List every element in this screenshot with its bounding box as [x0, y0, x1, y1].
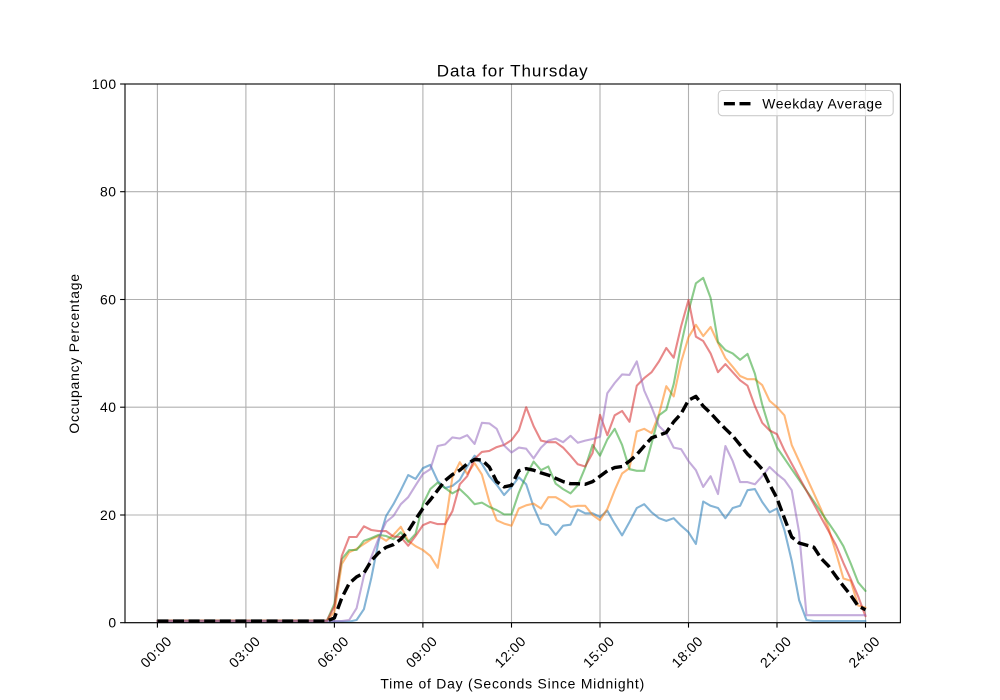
svg-text:Weekday Average: Weekday Average [762, 96, 882, 112]
svg-text:60: 60 [100, 291, 117, 307]
svg-text:0: 0 [108, 615, 116, 631]
svg-text:Occupancy Percentage: Occupancy Percentage [66, 273, 82, 433]
svg-text:20: 20 [100, 507, 117, 523]
svg-text:80: 80 [100, 184, 117, 200]
svg-text:Time of Day (Seconds Since Mid: Time of Day (Seconds Since Midnight) [380, 676, 645, 692]
svg-text:100: 100 [92, 76, 117, 92]
svg-text:40: 40 [100, 399, 117, 415]
svg-text:Data for Thursday: Data for Thursday [437, 61, 589, 80]
